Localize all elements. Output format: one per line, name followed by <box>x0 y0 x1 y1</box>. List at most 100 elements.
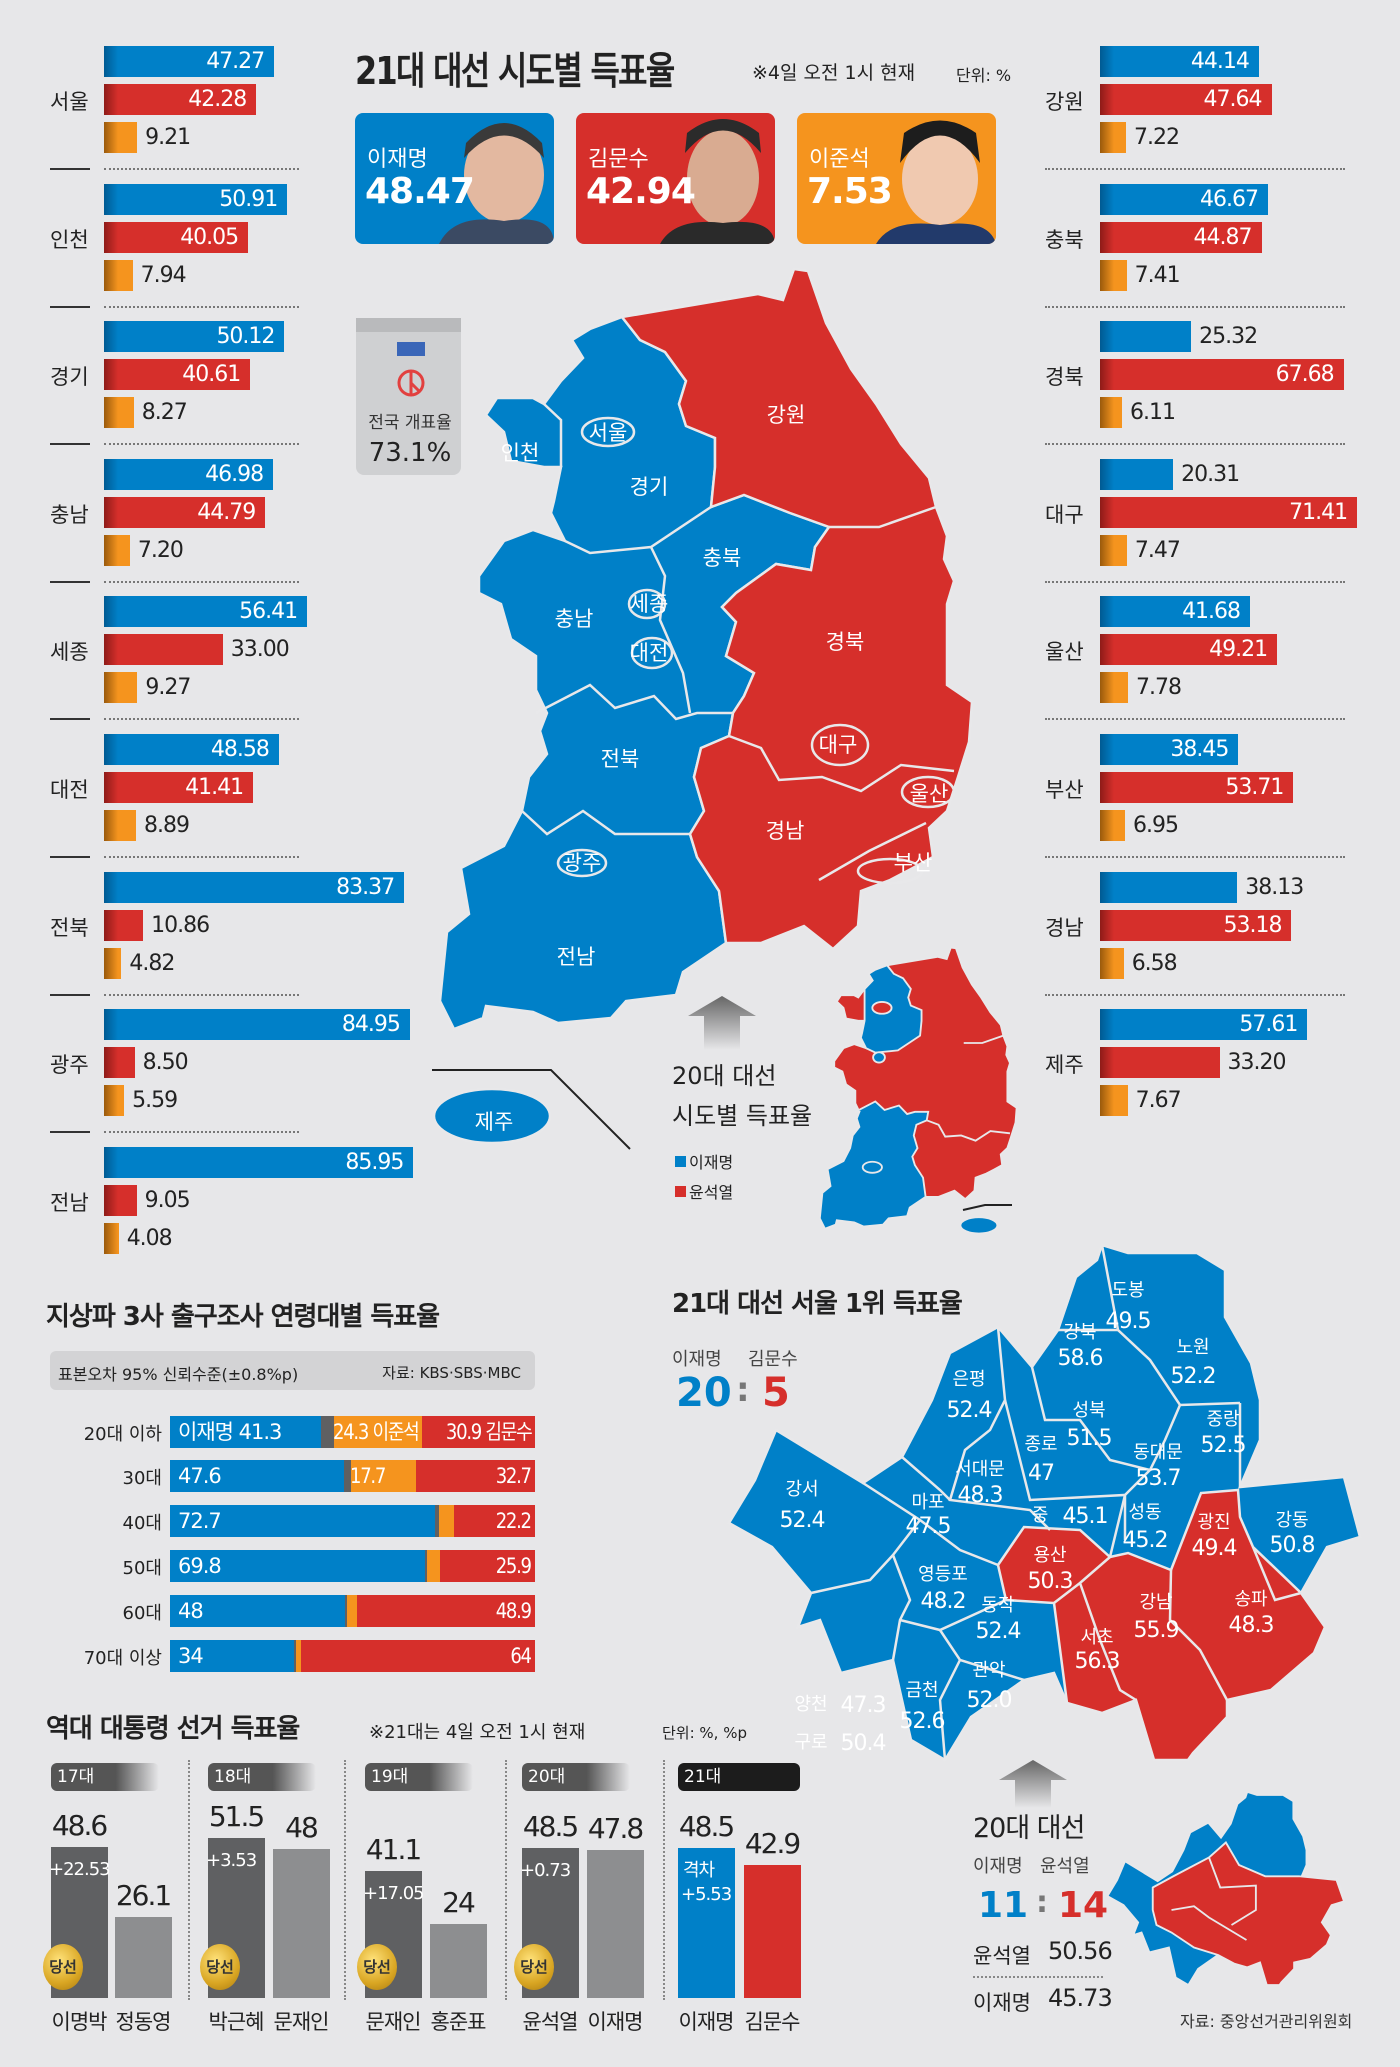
district-value: 52.0 <box>967 1688 1012 1713</box>
seoul-district-9: 동대문 53.7 <box>1133 1442 1183 1491</box>
bar-junseok <box>104 947 122 979</box>
history-value: 41.1 <box>365 1832 422 1866</box>
seoul-title: 21대 대선 서울 1위 득표율 <box>672 1289 963 1319</box>
district-value: 45.1 <box>1063 1504 1108 1529</box>
district-value: 45.2 <box>1123 1528 1168 1553</box>
value-kim: 40.05 <box>180 224 239 250</box>
segment-lee: 69.8 <box>170 1550 425 1582</box>
map-label-jeonnam: 전남 <box>557 945 596 969</box>
region-name: 충남 <box>50 502 89 527</box>
region-block: 울산 41.68 49.21 7.78 <box>0 596 1400 733</box>
candidate-name: 홍준표 <box>430 2010 487 2034</box>
district-value: 58.6 <box>1058 1346 1103 1371</box>
region-block: 경남 38.13 53.18 6.58 <box>0 871 1400 1009</box>
seoul-district-8: 서대문 48.3 <box>955 1459 1005 1508</box>
candidate-photo <box>660 119 775 244</box>
seoul-district-19: 강남 55.9 <box>1134 1592 1180 1643</box>
region-block: 인천 50.91 40.05 7.94 <box>0 183 1400 321</box>
region-name: 울산 <box>1045 640 1084 665</box>
bar-lee <box>104 871 405 903</box>
value-kim: 8.50 <box>142 1050 189 1076</box>
seoul-prev-yoon-label: 윤석열 <box>1040 1856 1090 1877</box>
map-label-daegu: 대구 <box>819 733 858 757</box>
district-name: 노원 <box>1176 1337 1209 1358</box>
seoul-map-21st <box>727 1243 1362 1762</box>
bar-junseok <box>1100 1085 1128 1117</box>
age-row: 40대 72.7 22.2 <box>50 1505 535 1537</box>
legend-swatch-yoon <box>675 1186 686 1197</box>
divider <box>50 856 90 858</box>
value-lee: 85.95 <box>345 1149 404 1175</box>
value-kim: 10.86 <box>151 912 210 938</box>
value-lee: 50.12 <box>216 324 275 350</box>
district-value: 49.5 <box>1106 1309 1151 1334</box>
divider <box>104 718 299 721</box>
map-label-gyeongbuk: 경북 <box>826 630 865 654</box>
bar-kim <box>1100 84 1272 115</box>
district-value: 47.5 <box>906 1514 951 1539</box>
segment-lee: 47.6 <box>170 1460 344 1492</box>
history-value: 24 <box>442 1885 476 1919</box>
history-value: 48.5 <box>522 1809 579 1843</box>
divider <box>104 305 299 308</box>
segment-label-junseok: 24.3 이준석 <box>332 1420 420 1444</box>
district-name: 구로 <box>794 1732 827 1753</box>
segment-junseok: 17.7 <box>350 1460 416 1492</box>
bar-kim <box>104 1047 135 1079</box>
district-name: 도봉 <box>1111 1280 1144 1301</box>
divider <box>50 305 90 308</box>
history-bar <box>273 1849 330 1998</box>
history-unit: 단위: %, %p <box>662 1724 747 1742</box>
region-block: 서울 47.27 42.28 9.21 <box>0 46 1400 183</box>
value-junseok: 8.27 <box>141 400 188 426</box>
page-title: 21대 대선 시도별 득표율 <box>355 49 675 93</box>
bar-junseok <box>1100 122 1126 153</box>
value-lee: 46.67 <box>1200 186 1259 212</box>
seoul-district-25: 금천 52.6 <box>900 1680 946 1734</box>
margin-value: +22.53 <box>49 1859 111 1881</box>
value-junseok: 7.20 <box>137 537 184 563</box>
seoul-district-22: 구로 50.4 <box>794 1731 886 1756</box>
value-kim: 33.20 <box>1227 1050 1287 1076</box>
history-bar <box>744 1865 801 1998</box>
bar-kim <box>1100 1047 1220 1079</box>
bar-lee <box>1100 46 1259 77</box>
candidate-name: 이재명 <box>587 2010 644 2034</box>
seoul-prev-lee-count: 11 <box>978 1885 1029 1926</box>
district-value: 52.2 <box>1171 1364 1216 1389</box>
candidate-name: 문재인 <box>273 2010 330 2034</box>
value-kim: 44.87 <box>1193 224 1253 250</box>
seoul-district-21: 동작 52.4 <box>976 1595 1022 1644</box>
era-tab: 18대 <box>208 1763 316 1791</box>
prev-map-title-2: 시도별 득표율 <box>672 1102 812 1130</box>
bar-kim <box>104 634 223 666</box>
divider <box>104 993 299 996</box>
district-value: 53.7 <box>1136 1466 1181 1491</box>
region-name: 부산 <box>1045 778 1084 802</box>
value-kim: 9.05 <box>144 1187 191 1213</box>
bar-junseok <box>1100 810 1126 841</box>
segment-other <box>435 1505 440 1537</box>
seoul-lee-count: 20 <box>676 1370 732 1416</box>
region-name: 전북 <box>50 915 89 940</box>
bar-lee <box>104 46 275 77</box>
value-lee: 48.58 <box>210 737 270 762</box>
district-name: 성동 <box>1128 1502 1161 1523</box>
map-label-seoul: 서울 <box>589 421 628 445</box>
bar-junseok <box>104 122 138 153</box>
divider <box>1045 856 1345 858</box>
candidate-card-lee-junseok: 이준석 7.53 <box>797 113 996 244</box>
segment-kim: 32.7 <box>415 1460 535 1492</box>
map-label-gwangju: 광주 <box>563 851 602 875</box>
seoul-district-7: 종로 47 <box>1024 1434 1057 1486</box>
value-lee: 38.13 <box>1245 874 1304 900</box>
era-tab: 20대 <box>522 1763 630 1791</box>
value-lee: 57.61 <box>1239 1012 1298 1038</box>
segment-junseok <box>296 1640 302 1672</box>
value-kim: 71.41 <box>1289 499 1348 525</box>
turnout-label: 전국 개표율 <box>368 413 452 433</box>
district-value: 56.3 <box>1075 1649 1120 1674</box>
bar-lee <box>1100 596 1251 628</box>
gap-label: 격차 <box>683 1859 715 1881</box>
